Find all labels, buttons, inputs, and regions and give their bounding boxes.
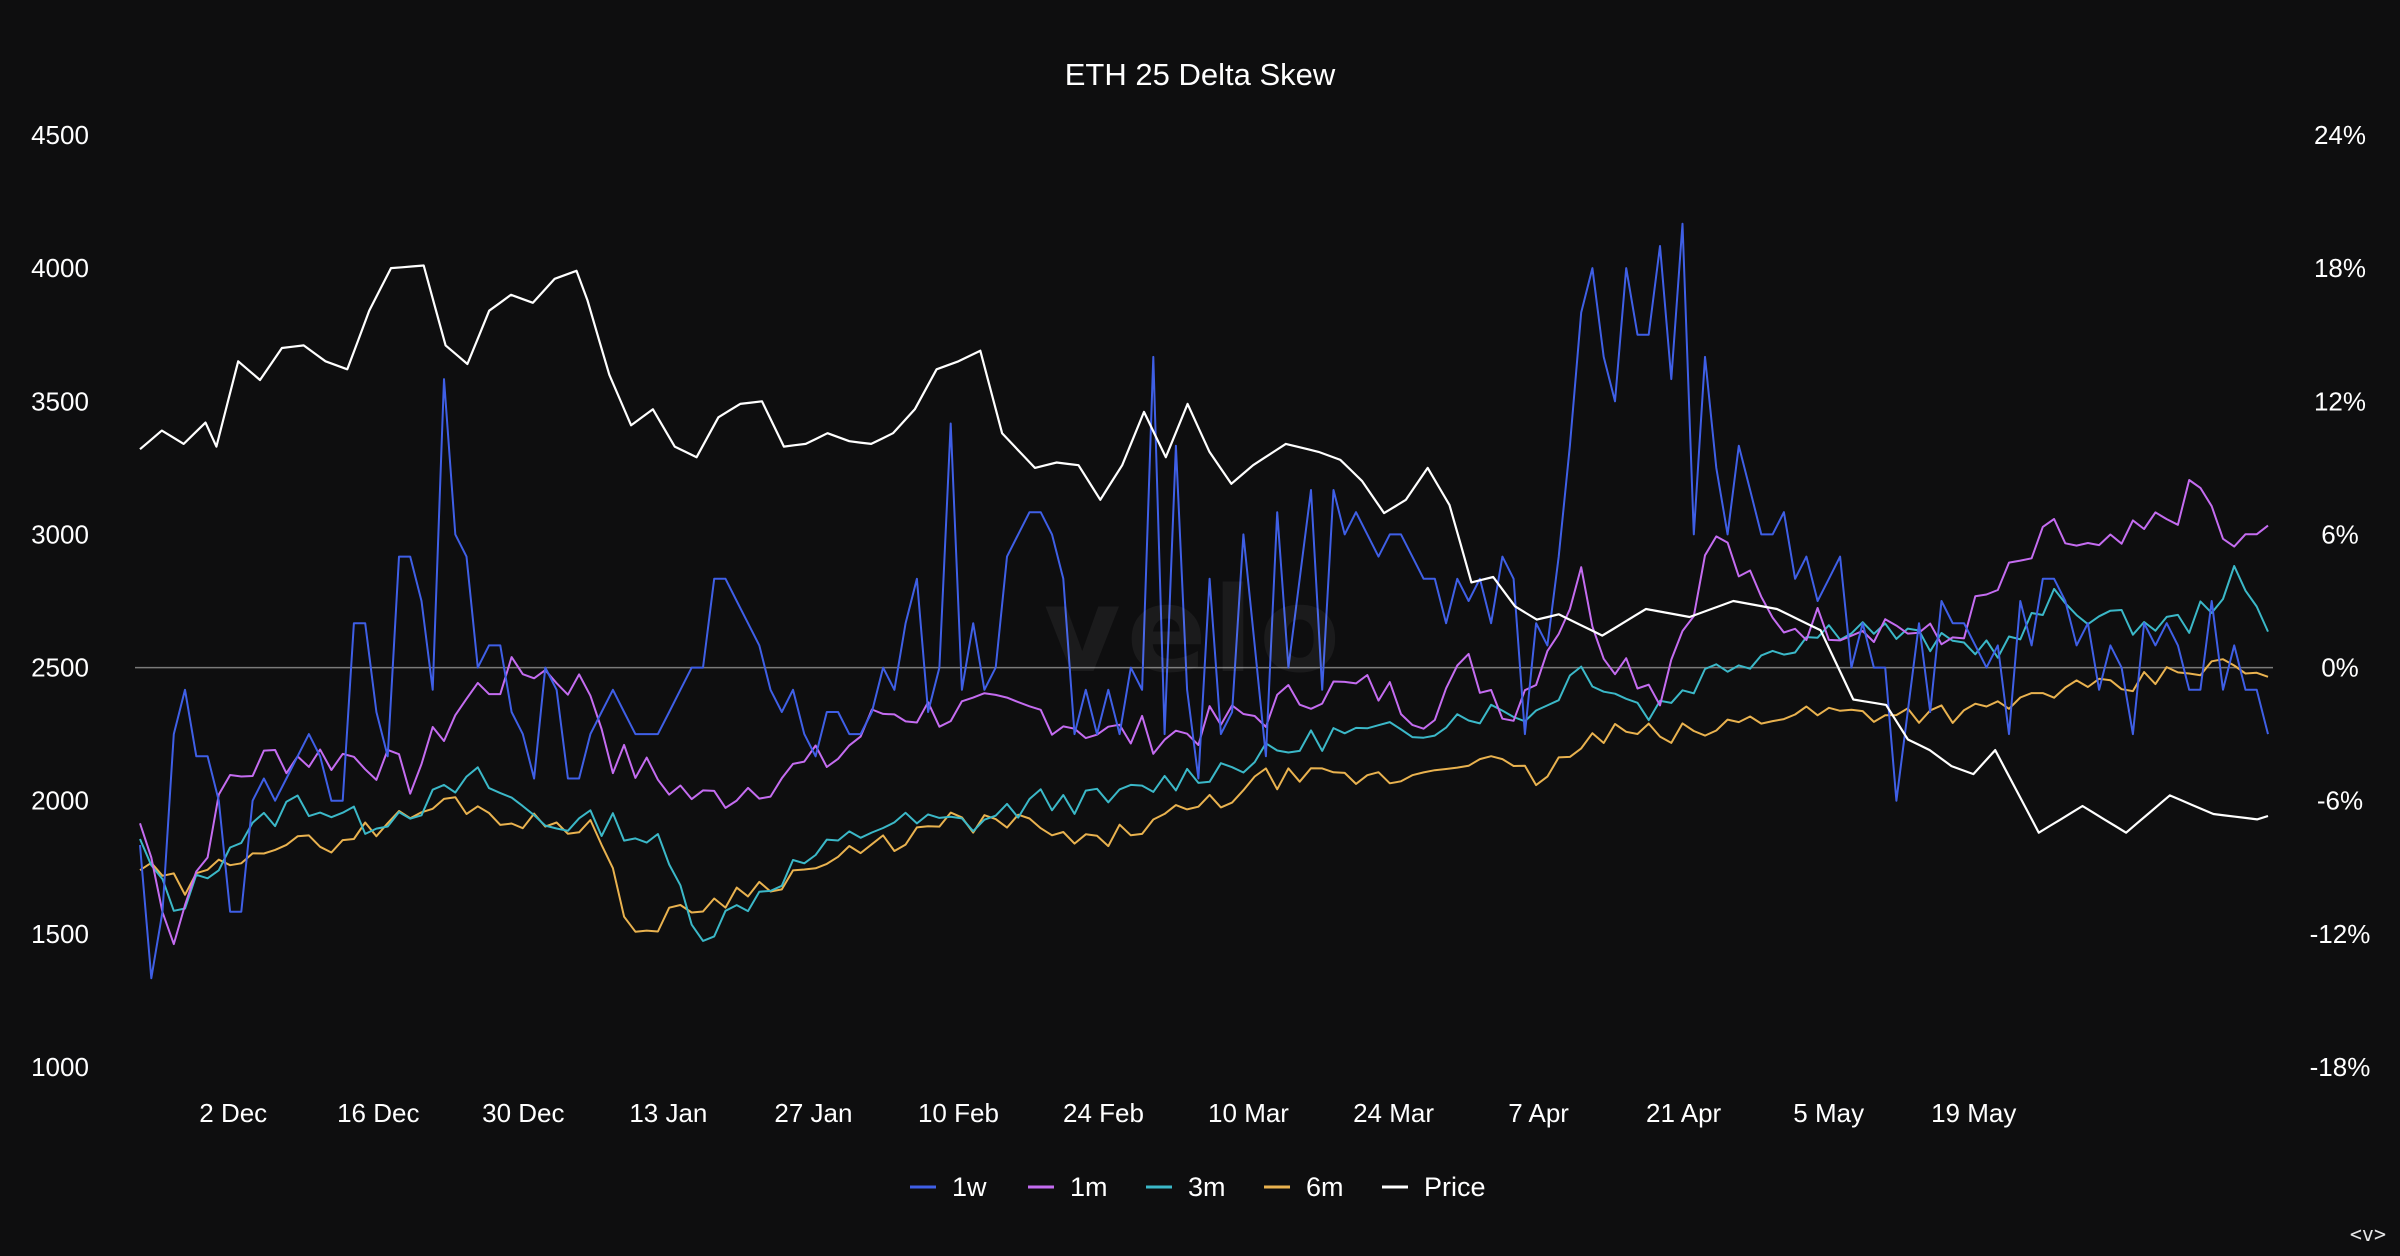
series-line-1m	[139, 479, 2269, 946]
x-tick-label: 10 Mar	[1208, 1098, 1289, 1128]
left-axis: 1000 1500 2000 2500 3000 3500 4000 4500	[31, 120, 89, 1082]
series-line-Price	[139, 264, 2269, 834]
legend-item-6m[interactable]: 6m	[1264, 1172, 1344, 1202]
expand-toggle[interactable]: <v>	[2349, 1222, 2386, 1246]
x-tick-label: 24 Feb	[1063, 1098, 1144, 1128]
right-tick-label: -18%	[2310, 1052, 2371, 1082]
x-tick-label: 16 Dec	[337, 1098, 419, 1128]
left-tick-label: 1000	[31, 1052, 89, 1082]
legend-label: 1m	[1070, 1172, 1108, 1202]
plot-area	[139, 222, 2269, 980]
x-tick-label: 13 Jan	[629, 1098, 707, 1128]
chart-title: ETH 25 Delta Skew	[1065, 57, 1336, 92]
legend: 1w 1m 3m 6m Price	[910, 1172, 1486, 1202]
legend-label: 6m	[1306, 1172, 1344, 1202]
right-tick-label: -6%	[2317, 786, 2363, 816]
right-tick-label: 0%	[2321, 653, 2359, 683]
right-axis: -18% -12% -6% 0% 6% 12% 18% 24%	[2310, 120, 2371, 1082]
series-line-6m	[139, 658, 2269, 933]
right-tick-label: -12%	[2310, 919, 2371, 949]
x-tick-label: 5 May	[1793, 1098, 1864, 1128]
right-tick-label: 12%	[2314, 386, 2366, 416]
legend-label: 3m	[1188, 1172, 1226, 1202]
x-tick-label: 2 Dec	[199, 1098, 267, 1128]
series-line-1w	[139, 222, 2269, 980]
left-tick-label: 4500	[31, 120, 89, 150]
x-tick-label: 27 Jan	[774, 1098, 852, 1128]
legend-item-1w[interactable]: 1w	[910, 1172, 987, 1202]
left-tick-label: 1500	[31, 919, 89, 949]
x-tick-label: 21 Apr	[1646, 1098, 1722, 1128]
x-tick-label: 24 Mar	[1353, 1098, 1434, 1128]
x-axis: 2 Dec 16 Dec 30 Dec 13 Jan 27 Jan 10 Feb 24 Fe…	[199, 1098, 2016, 1128]
series-line-3m	[139, 565, 2269, 942]
left-tick-label: 3500	[31, 386, 89, 416]
legend-item-3m[interactable]: 3m	[1146, 1172, 1226, 1202]
x-tick-label: 30 Dec	[482, 1098, 564, 1128]
legend-item-Price[interactable]: Price	[1382, 1172, 1486, 1202]
legend-label: 1w	[952, 1172, 987, 1202]
left-tick-label: 4000	[31, 253, 89, 283]
right-tick-label: 24%	[2314, 120, 2366, 150]
x-tick-label: 10 Feb	[918, 1098, 999, 1128]
legend-item-1m[interactable]: 1m	[1028, 1172, 1108, 1202]
left-tick-label: 2500	[31, 653, 89, 683]
right-tick-label: 18%	[2314, 253, 2366, 283]
right-tick-label: 6%	[2321, 519, 2359, 549]
x-tick-label: 7 Apr	[1508, 1098, 1569, 1128]
legend-label: Price	[1424, 1172, 1486, 1202]
x-tick-label: 19 May	[1931, 1098, 2016, 1128]
left-tick-label: 2000	[31, 786, 89, 816]
watermark-logo: velo	[1043, 561, 1347, 699]
left-tick-label: 3000	[31, 519, 89, 549]
